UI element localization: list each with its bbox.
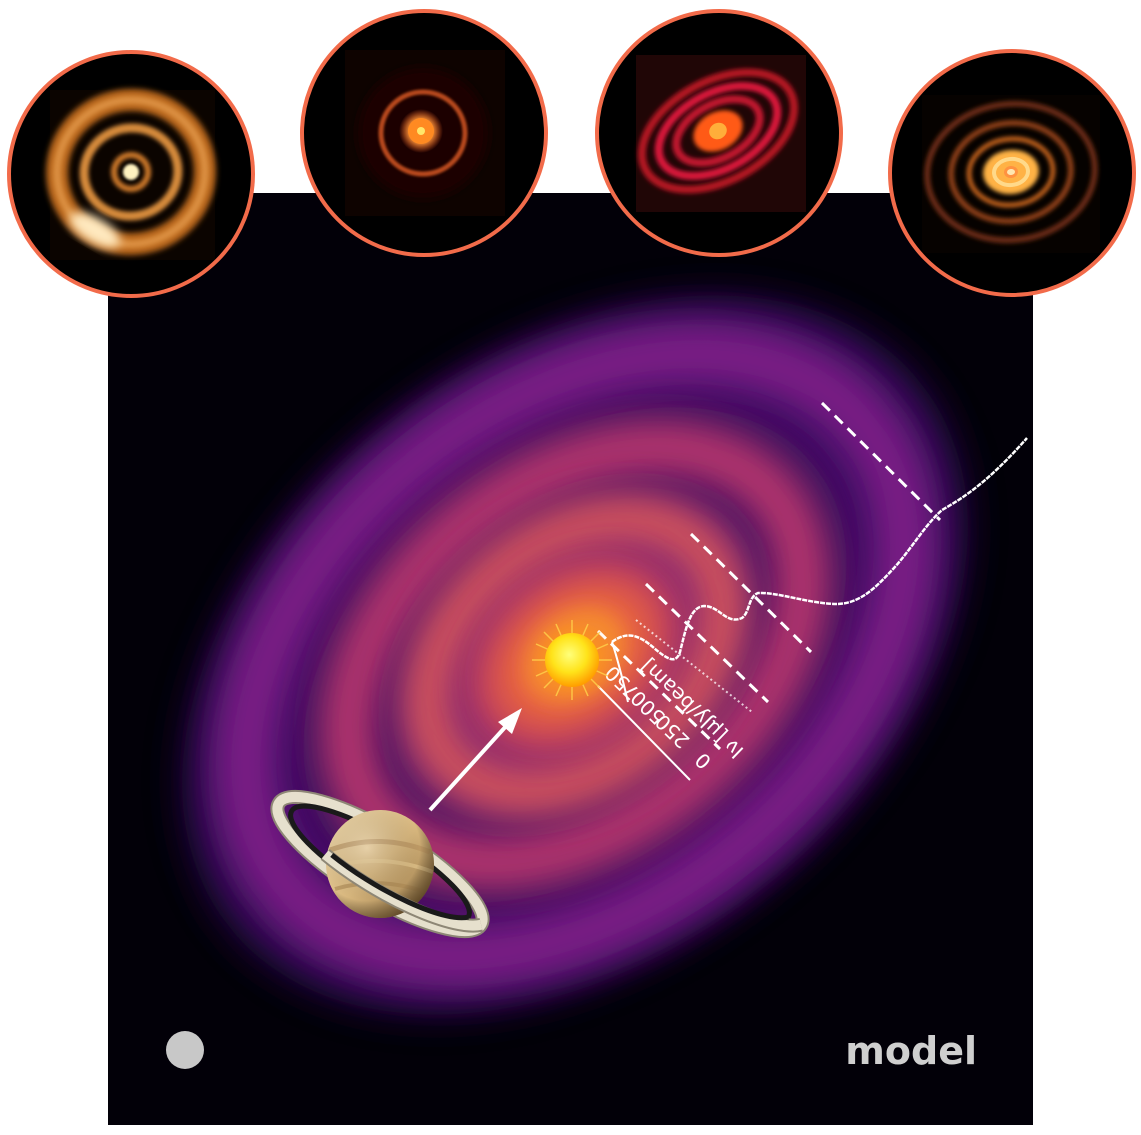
saturn-icon (270, 789, 490, 939)
intensity-profile-edge (611, 641, 629, 703)
intensity-profile (611, 437, 1028, 661)
beam-ellipse-icon (166, 1031, 204, 1069)
observed-disk-2 (300, 9, 548, 257)
observed-disk-3 (595, 9, 843, 257)
ring-marker-3 (689, 532, 813, 654)
intensity-axis-line (597, 685, 691, 781)
observed-disk-1 (7, 50, 255, 298)
profile-markers (596, 401, 942, 751)
arrow-icon (428, 708, 522, 812)
ring-marker-4 (820, 401, 942, 522)
sun-icon (530, 618, 614, 702)
model-label: model (845, 1029, 977, 1073)
ring-marker-2 (644, 582, 770, 704)
observed-disk-4 (888, 49, 1136, 297)
model-panel: 750 500 250 0 Iν [μJy/beam] (108, 193, 1033, 1125)
ring-marker-1 (596, 629, 722, 751)
